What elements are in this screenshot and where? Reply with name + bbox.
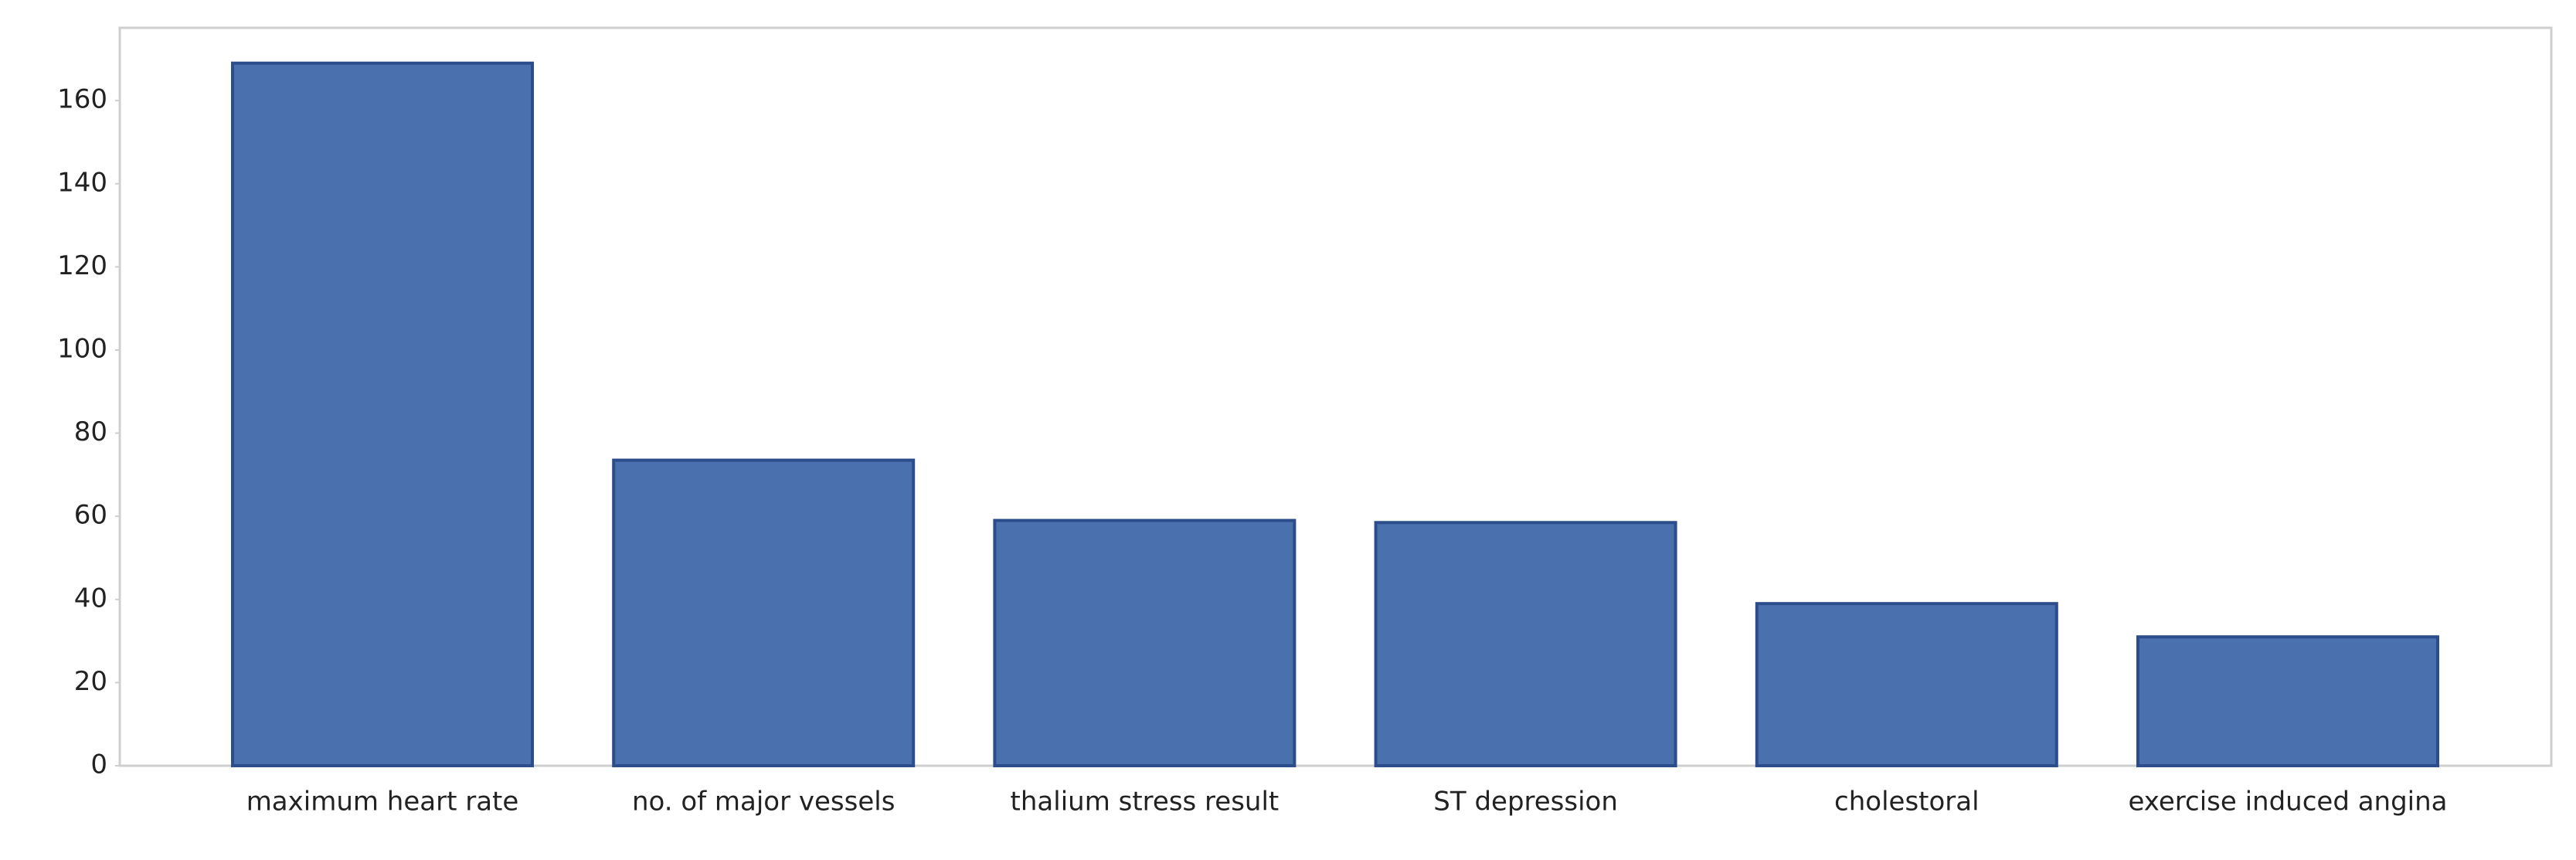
- y-tick-label: 20: [74, 666, 107, 697]
- y-tick-label: 60: [74, 500, 107, 531]
- y-tick-label: 140: [57, 167, 107, 198]
- y-tick-label: 40: [74, 583, 107, 614]
- bar: [612, 458, 916, 768]
- axes-frame: [118, 26, 2553, 767]
- x-tick-label: cholestoral: [1834, 787, 1980, 818]
- y-tick-label: 0: [90, 750, 107, 780]
- y-tick-label: 120: [57, 250, 107, 281]
- y-tick-label: 100: [57, 333, 107, 364]
- bar: [2136, 635, 2439, 767]
- x-tick-label: thalium stress result: [1011, 787, 1280, 818]
- x-tick-label: ST depression: [1433, 787, 1618, 818]
- x-tick-label: no. of major vessels: [632, 787, 895, 818]
- bar: [1374, 521, 1677, 768]
- bar: [1755, 602, 2058, 767]
- x-tick-label: exercise induced angina: [2128, 787, 2447, 818]
- y-tick-label: 160: [57, 84, 107, 115]
- bar: [231, 61, 534, 767]
- y-tick-label: 80: [74, 416, 107, 447]
- bar: [993, 518, 1296, 767]
- x-tick-label: maximum heart rate: [246, 787, 519, 818]
